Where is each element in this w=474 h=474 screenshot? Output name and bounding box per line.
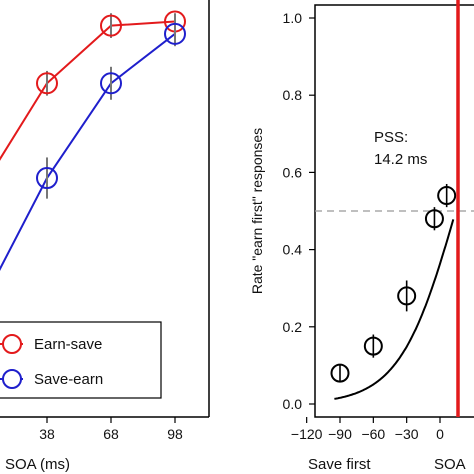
right-x-endpoint-label: Save first	[308, 456, 371, 473]
x-tick-label: 98	[167, 426, 183, 442]
x-tick-label: −120	[291, 426, 323, 442]
x-tick-label: 38	[39, 426, 55, 442]
legend-label-save-earn: Save-earn	[34, 371, 103, 388]
y-tick-label: 0.6	[283, 164, 303, 180]
left-series-group	[0, 10, 186, 271]
left-panel: 38 68 98 SOA (ms) Earn-save Save-earn	[0, 0, 210, 473]
data-point-save-earn	[36, 167, 58, 190]
x-tick-label: 0	[436, 426, 444, 442]
series-line-save-earn	[0, 33, 176, 271]
y-tick-label: 1.0	[283, 10, 303, 26]
x-tick-label: 68	[103, 426, 119, 442]
data-point-save-earn	[164, 22, 186, 45]
fit-curve	[334, 219, 455, 400]
data-point	[363, 336, 383, 356]
legend-label-earn-save: Earn-save	[34, 336, 102, 353]
x-tick-label: −60	[361, 426, 385, 442]
pss-value: 14.2 ms	[374, 151, 427, 168]
right-panel: 0.0 0.2 0.4 0.6 0.8 1.0 −120 −90 −60 −30 0 PSS: 14…	[249, 0, 474, 473]
data-point-earn-save	[36, 72, 58, 95]
left-x-ticks: 38 68 98	[39, 417, 183, 442]
left-x-axis-label: SOA (ms)	[5, 456, 70, 473]
data-point	[330, 363, 350, 383]
data-point-earn-save	[100, 14, 122, 37]
y-tick-label: 0.8	[283, 87, 303, 103]
y-tick-label: 0.2	[283, 319, 303, 335]
x-tick-label: −90	[328, 426, 352, 442]
y-tick-label: 0.4	[283, 242, 303, 258]
right-series-group	[315, 0, 474, 417]
x-tick-label: −30	[395, 426, 419, 442]
y-tick-label: 0.0	[283, 396, 303, 412]
series-line-earn-save	[0, 20, 176, 161]
data-point	[424, 209, 444, 229]
right-x-axis-label: SOA	[434, 456, 466, 473]
data-point	[397, 286, 417, 306]
right-y-axis-label: Rate "earn first" responses	[249, 128, 265, 294]
legend: Earn-save Save-earn	[0, 321, 162, 399]
data-point	[437, 186, 457, 206]
legend-marker-earn-save	[2, 334, 22, 354]
data-point-save-earn	[100, 72, 122, 95]
legend-marker-save-earn	[2, 369, 22, 389]
legend-box	[0, 321, 162, 399]
pss-label: PSS:	[374, 129, 408, 146]
right-ticks: 0.0 0.2 0.4 0.6 0.8 1.0 −120 −90 −60 −30 0	[283, 10, 445, 442]
